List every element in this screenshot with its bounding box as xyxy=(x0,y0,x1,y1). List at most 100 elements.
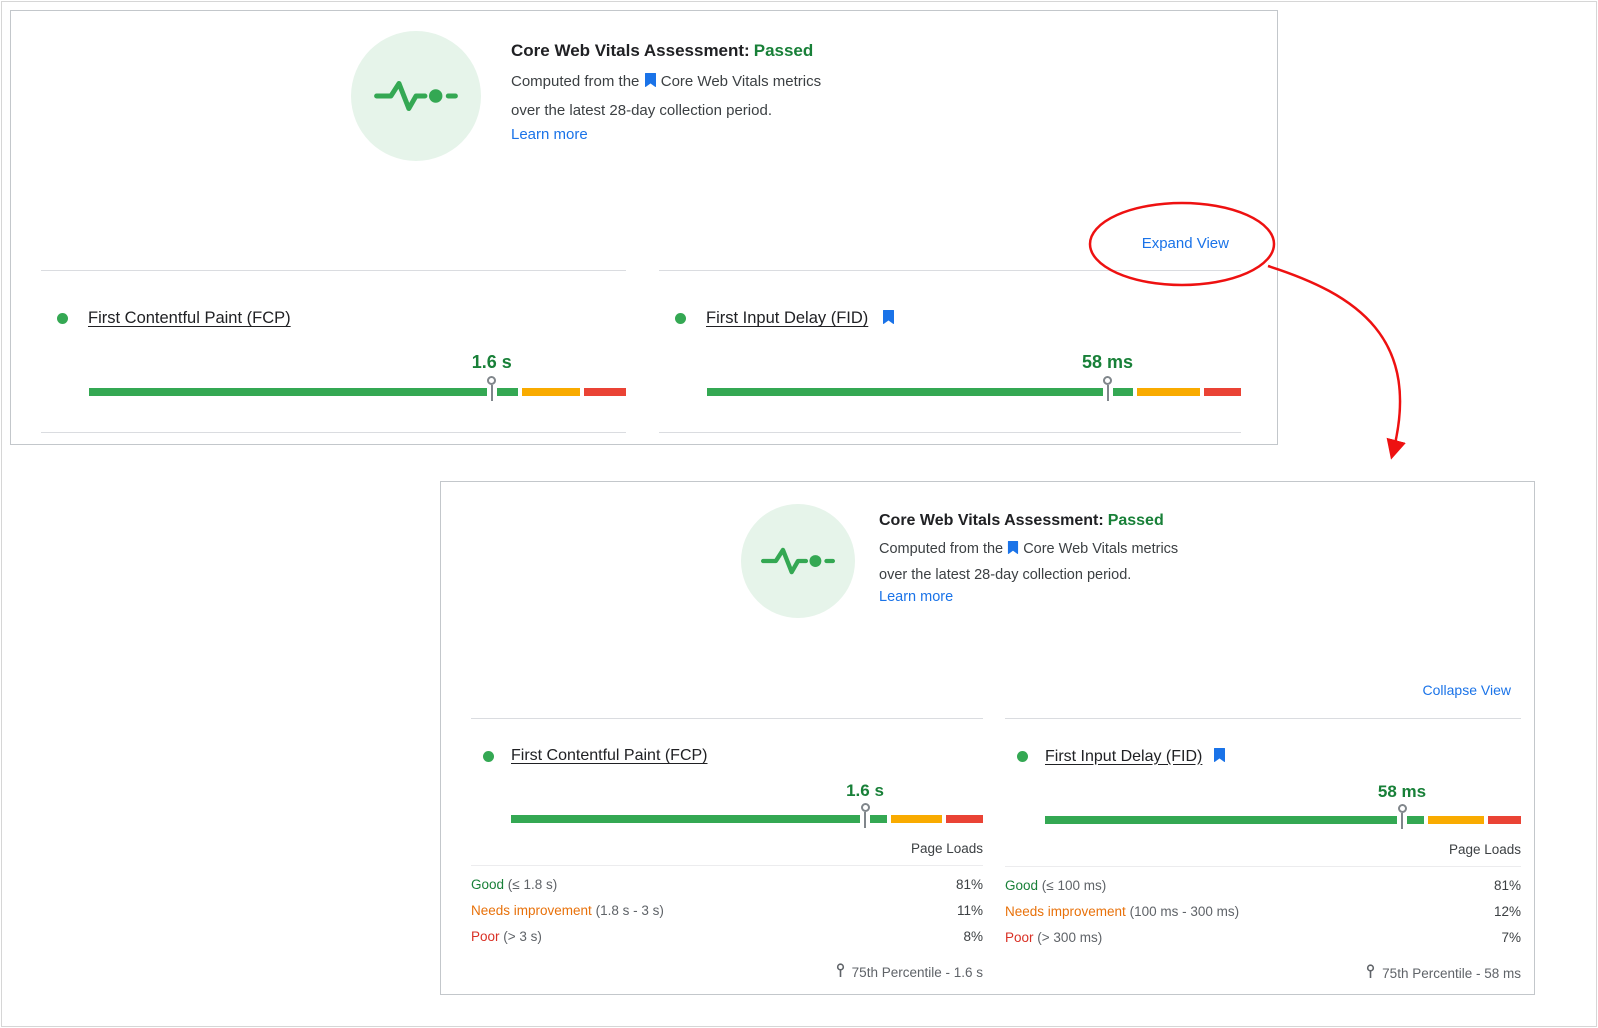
desc-text-pre: Computed from the xyxy=(879,541,1004,557)
learn-more-link[interactable]: Learn more xyxy=(879,589,954,605)
metric-title-fcp-link[interactable]: First Contentful Paint (FCP) xyxy=(511,747,708,764)
assessment-header: Core Web Vitals Assessment: Passed Comput… xyxy=(511,41,951,144)
assessment-title: Core Web Vitals Assessment: Passed xyxy=(879,512,1309,530)
metric-bar-area: 58 ms xyxy=(707,352,1241,401)
dist-category: Needs improvement xyxy=(471,902,592,918)
dist-category: Good xyxy=(471,876,505,892)
desc-text-line2: over the latest 28-day collection period… xyxy=(511,102,772,119)
assessment-header: Core Web Vitals Assessment: Passed Comput… xyxy=(879,512,1309,606)
page-loads-label: Page Loads xyxy=(471,827,983,866)
green-dot-icon xyxy=(483,750,494,762)
bar-poor-segment xyxy=(583,388,626,396)
bookmark-icon xyxy=(1007,541,1019,557)
dist-percentage: 12% xyxy=(1493,903,1521,919)
dist-category: Good xyxy=(1005,877,1039,893)
pulse-line-icon xyxy=(374,80,458,112)
assessment-status: Passed xyxy=(1107,512,1164,529)
dist-category: Poor xyxy=(471,928,500,944)
annotation-arrow xyxy=(1267,264,1406,460)
distribution-table: Good (≤ 100 ms) 81% Needs improvement (1… xyxy=(1005,872,1521,950)
percentile-text: 75th Percentile - 58 ms xyxy=(1382,965,1521,981)
dist-category: Needs improvement xyxy=(1005,903,1126,919)
percentile-summary: 75th Percentile - 1.6 s xyxy=(471,963,983,981)
metric-head-fcp: First Contentful Paint (FCP) xyxy=(41,309,626,328)
metric-column-fid-collapsed: First Input Delay (FID) 58 ms xyxy=(659,270,1241,433)
dist-label: Good (≤ 1.8 s) xyxy=(471,877,557,892)
dist-percentage: 81% xyxy=(1493,877,1521,893)
dist-row-poor: Poor (> 300 ms) 7% xyxy=(1005,924,1521,950)
dist-percentage: 11% xyxy=(956,902,983,918)
metric-distribution-bar xyxy=(1045,816,1521,824)
metric-distribution-bar xyxy=(89,388,626,396)
metric-distribution-bar xyxy=(511,815,983,823)
dist-label: Needs improvement (1.8 s - 3 s) xyxy=(471,903,664,918)
metric-value-fid: 58 ms xyxy=(1377,782,1427,801)
dist-percentage: 8% xyxy=(963,928,983,944)
assessment-badge xyxy=(351,31,481,161)
dist-range: (> 300 ms) xyxy=(1037,929,1103,945)
dist-row-good: Good (≤ 1.8 s) 81% xyxy=(471,871,983,897)
distribution-table: Good (≤ 1.8 s) 81% Needs improvement (1.… xyxy=(471,871,983,949)
bar-needs-improvement-segment xyxy=(1428,816,1485,824)
dist-percentage: 7% xyxy=(1501,929,1521,945)
assessment-title-text: Core Web Vitals Assessment: xyxy=(511,41,750,60)
metric-title-fcp-link[interactable]: First Contentful Paint (FCP) xyxy=(88,309,291,327)
dist-row-needs-improvement: Needs improvement (1.8 s - 3 s) 11% xyxy=(471,897,983,923)
metric-column-fid-expanded: First Input Delay (FID) 58 ms Page Loads… xyxy=(1005,718,1521,982)
percentile-summary: 75th Percentile - 58 ms xyxy=(1005,964,1521,982)
bookmark-icon xyxy=(882,309,895,328)
divider xyxy=(41,432,626,433)
assessment-description: Computed from the Core Web Vitals metric… xyxy=(879,536,1309,588)
location-pin-icon xyxy=(835,963,846,981)
learn-more-link[interactable]: Learn more xyxy=(511,126,588,143)
green-dot-icon xyxy=(57,313,68,324)
metric-distribution-bar xyxy=(707,388,1241,396)
assessment-title-text: Core Web Vitals Assessment: xyxy=(879,512,1104,529)
green-dot-icon xyxy=(1017,751,1028,762)
desc-text-line2: over the latest 28-day collection period… xyxy=(879,567,1132,583)
cwv-panel-collapsed: Core Web Vitals Assessment: Passed Comput… xyxy=(10,10,1278,445)
dist-range: (1.8 s - 3 s) xyxy=(595,902,664,918)
cwv-panel-expanded: Core Web Vitals Assessment: Passed Comput… xyxy=(440,481,1535,995)
metric-head-fid: First Input Delay (FID) xyxy=(659,309,1241,328)
dist-row-poor: Poor (> 3 s) 8% xyxy=(471,923,983,949)
dist-label: Good (≤ 100 ms) xyxy=(1005,878,1106,893)
metric-title-fid-link[interactable]: First Input Delay (FID) xyxy=(706,309,869,327)
bookmark-icon xyxy=(1213,747,1226,766)
green-dot-icon xyxy=(675,313,686,324)
dist-range: (≤ 1.8 s) xyxy=(507,876,558,892)
page-loads-label: Page Loads xyxy=(1005,828,1521,867)
percentile-marker-icon xyxy=(486,376,497,401)
bookmark-icon xyxy=(644,73,657,90)
percentile-marker-icon xyxy=(860,803,870,828)
assessment-title: Core Web Vitals Assessment: Passed xyxy=(511,41,951,61)
bar-good-segment xyxy=(1045,816,1425,824)
dist-range: (100 ms - 300 ms) xyxy=(1129,903,1240,919)
location-pin-icon xyxy=(1365,964,1376,982)
dist-row-good: Good (≤ 100 ms) 81% xyxy=(1005,872,1521,898)
desc-text-pre: Computed from the xyxy=(511,73,640,90)
bar-good-segment xyxy=(89,388,518,396)
metric-title-fid-link[interactable]: First Input Delay (FID) xyxy=(1045,747,1203,765)
desc-text-metrics: Core Web Vitals metrics xyxy=(1023,541,1179,557)
metric-value-fid: 58 ms xyxy=(1081,352,1134,372)
dist-percentage: 81% xyxy=(955,876,983,892)
metric-column-fcp-collapsed: First Contentful Paint (FCP) 1.6 s xyxy=(41,270,626,433)
metric-column-fcp-expanded: First Contentful Paint (FCP) 1.6 s Page … xyxy=(471,718,983,981)
metric-value-fcp: 1.6 s xyxy=(846,781,884,800)
assessment-status: Passed xyxy=(753,41,814,60)
metric-bar-area: 58 ms xyxy=(1045,782,1521,829)
percentile-marker-icon xyxy=(1397,804,1407,829)
dist-label: Poor (> 3 s) xyxy=(471,929,542,944)
collapse-view-link[interactable]: Collapse View xyxy=(1422,682,1511,698)
dist-label: Poor (> 300 ms) xyxy=(1005,930,1102,945)
percentile-marker-icon xyxy=(1102,376,1113,401)
metric-head-fcp: First Contentful Paint (FCP) xyxy=(471,747,983,765)
metric-head-fid: First Input Delay (FID) xyxy=(1005,747,1521,766)
expand-view-link[interactable]: Expand View xyxy=(1141,235,1229,252)
bar-poor-segment xyxy=(945,815,983,823)
dist-row-needs-improvement: Needs improvement (100 ms - 300 ms) 12% xyxy=(1005,898,1521,924)
metric-bar-area: 1.6 s xyxy=(511,781,983,828)
bar-poor-segment xyxy=(1488,816,1521,824)
dist-label: Needs improvement (100 ms - 300 ms) xyxy=(1005,904,1239,919)
